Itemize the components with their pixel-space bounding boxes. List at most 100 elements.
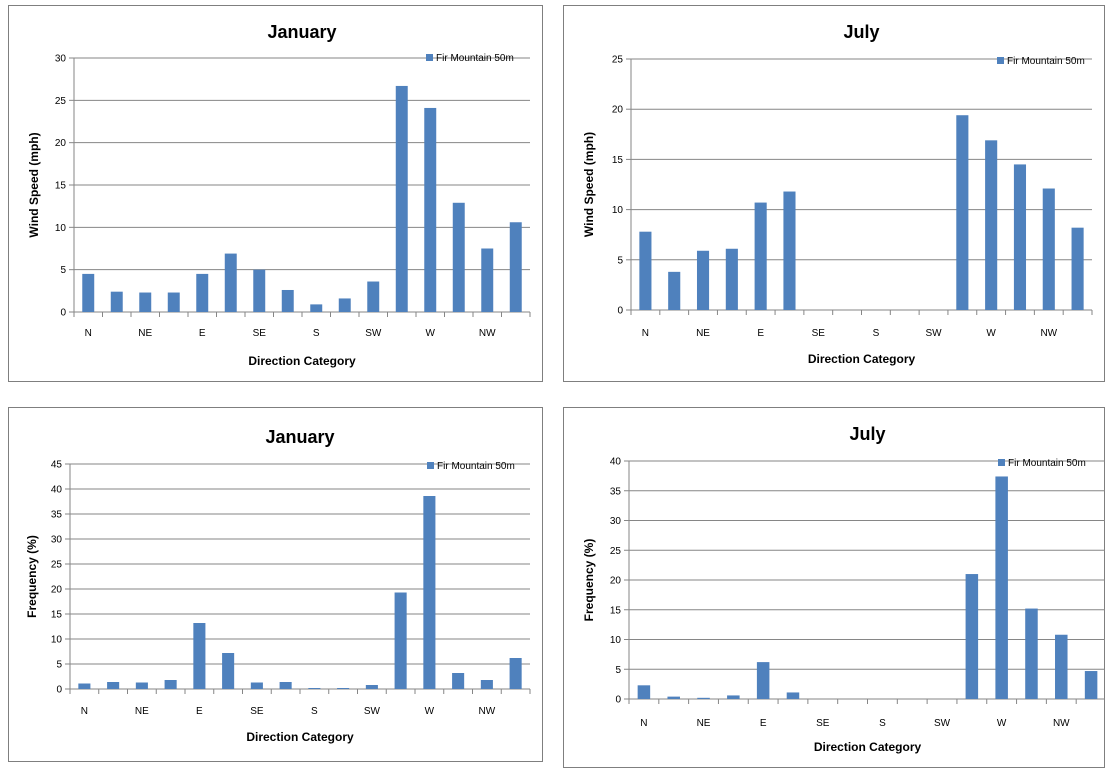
bar — [639, 231, 652, 310]
legend-label: Fir Mountain 50m — [1008, 458, 1086, 469]
x-tick-label: SE — [250, 706, 264, 717]
chart-january-frequency: January 0 5 10 15 20 25 30 35 40 45 N NE E SE S SW W NW Dir… — [25, 427, 531, 744]
bar — [423, 496, 436, 689]
bar — [786, 692, 800, 699]
y-axis-title: Frequency (%) — [25, 535, 39, 618]
x-tick-label: SW — [365, 328, 382, 339]
y-tick-label: 15 — [610, 605, 622, 616]
bar — [164, 680, 177, 689]
x-tick-label: W — [997, 718, 1007, 729]
bar — [480, 680, 493, 689]
bar — [224, 253, 237, 312]
x-tick-label: W — [986, 328, 996, 339]
x-axis-title: Direction Category — [814, 740, 922, 754]
y-tick-label: 15 — [612, 155, 624, 166]
y-tick-label: 10 — [610, 635, 622, 646]
bar — [1084, 671, 1098, 699]
bar — [196, 273, 209, 312]
bar — [253, 269, 266, 312]
x-tick-label: S — [313, 328, 320, 339]
y-tick-label: 20 — [55, 138, 67, 149]
bar — [985, 140, 998, 310]
bar — [78, 683, 91, 689]
bar — [509, 222, 522, 312]
x-tick-label: W — [426, 328, 436, 339]
y-tick-label: 0 — [617, 306, 623, 317]
y-tick-label: 40 — [610, 457, 622, 468]
bar — [667, 696, 680, 699]
chart-january-wind-speed: January 0 5 10 15 20 25 30 N NE E SE S SW W NW Direction… — [27, 22, 531, 368]
y-tick-label: 25 — [610, 546, 622, 557]
legend-label: Fir Mountain 50m — [437, 461, 515, 472]
chart-panel-january-frequency: January 0 5 10 15 20 25 30 35 40 45 N NE E SE S SW W NW Dir… — [8, 407, 543, 762]
x-tick-label: NW — [1040, 328, 1057, 339]
chart-title: July — [849, 424, 885, 444]
bar — [956, 115, 969, 310]
bar — [308, 688, 321, 689]
chart-july-wind-speed: July 0 5 10 15 20 25 N NE E SE S SW W NW Direction Cate… — [582, 22, 1093, 366]
x-tick-label: NW — [479, 706, 496, 717]
x-tick-label: NE — [696, 328, 710, 339]
y-tick-label: 5 — [56, 660, 62, 671]
bar — [452, 202, 465, 312]
y-tick-label: 20 — [612, 105, 624, 116]
bar — [424, 107, 437, 312]
x-tick-label: NW — [479, 328, 496, 339]
x-tick-label: SW — [364, 706, 381, 717]
bar — [1025, 608, 1038, 699]
legend-swatch — [426, 54, 433, 61]
y-tick-label: 5 — [60, 265, 66, 276]
x-tick-label: NE — [697, 718, 711, 729]
y-tick-label: 25 — [612, 55, 624, 66]
bar — [279, 682, 292, 689]
bar — [995, 476, 1008, 699]
bar — [139, 292, 152, 312]
y-axis-title: Frequency (%) — [582, 539, 596, 622]
bar — [637, 685, 651, 699]
bar — [668, 271, 681, 310]
bar — [725, 248, 738, 310]
x-tick-label: S — [873, 328, 880, 339]
y-tick-label: 0 — [56, 685, 62, 696]
bar — [727, 695, 740, 699]
x-tick-label: SE — [253, 328, 267, 339]
y-tick-label: 20 — [51, 585, 63, 596]
y-tick-label: 30 — [610, 516, 622, 527]
bar — [1042, 188, 1055, 310]
bar — [756, 662, 770, 699]
x-axis-title: Direction Category — [248, 354, 356, 368]
bar — [365, 685, 378, 689]
y-tick-label: 30 — [51, 535, 63, 546]
bar — [281, 289, 294, 312]
bar — [250, 682, 263, 689]
bar — [1013, 164, 1027, 310]
y-tick-label: 25 — [55, 96, 67, 107]
bar — [509, 658, 522, 689]
y-tick-label: 10 — [55, 223, 67, 234]
y-axis-title: Wind Speed (mph) — [27, 132, 41, 237]
y-tick-label: 10 — [51, 635, 63, 646]
y-tick-label: 5 — [617, 255, 623, 266]
x-tick-label: N — [640, 718, 647, 729]
bar — [696, 250, 710, 310]
chart-panel-january-wind-speed: January 0 5 10 15 20 25 30 N NE E SE S SW W NW Direction… — [8, 5, 543, 382]
bar — [82, 273, 95, 312]
y-tick-label: 35 — [610, 486, 622, 497]
bar — [337, 688, 350, 689]
chart-title: January — [265, 427, 334, 447]
x-tick-label: N — [81, 706, 88, 717]
bar — [310, 304, 323, 312]
y-tick-label: 15 — [51, 610, 63, 621]
bar — [1071, 227, 1084, 310]
x-tick-label: W — [425, 706, 435, 717]
y-tick-label: 45 — [51, 460, 63, 471]
x-tick-label: S — [311, 706, 318, 717]
bar — [481, 248, 494, 312]
x-tick-label: NE — [138, 328, 152, 339]
bar — [754, 202, 767, 310]
chart-panel-july-frequency: July 0 5 10 15 20 25 30 35 40 N NE E SE S SW W NW Directio… — [563, 407, 1105, 768]
bar — [135, 682, 148, 689]
y-tick-label: 15 — [55, 181, 67, 192]
x-tick-label: N — [85, 328, 92, 339]
x-axis-title: Direction Category — [246, 730, 354, 744]
